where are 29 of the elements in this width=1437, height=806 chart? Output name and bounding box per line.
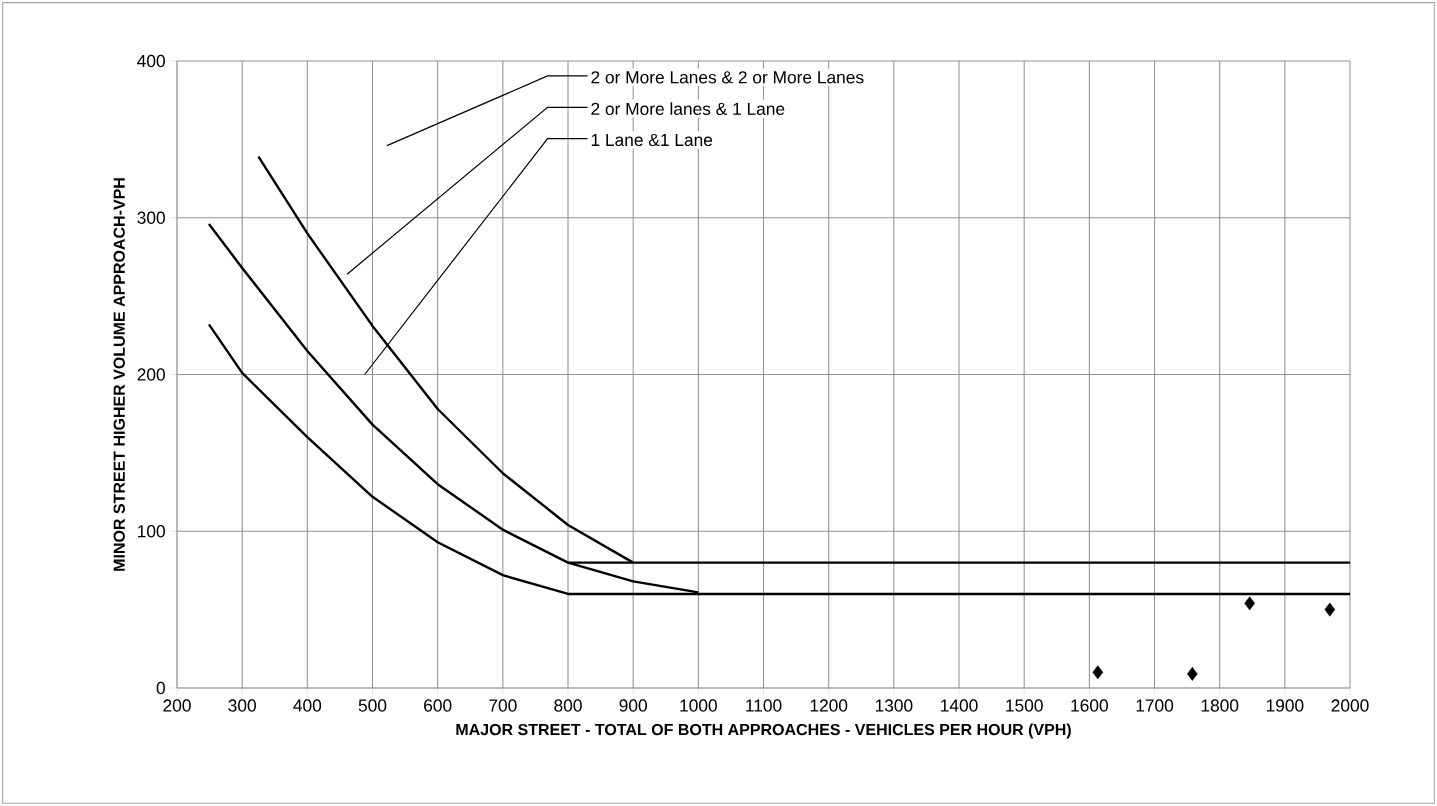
x-tick-label: 1000: [680, 699, 717, 712]
x-tick-label: 2000: [1331, 699, 1369, 712]
x-tick-label: 1800: [1201, 699, 1239, 712]
y-tick-label: 100: [138, 525, 165, 538]
x-tick-label: 300: [228, 699, 256, 712]
x-tick-label: 1500: [1006, 699, 1043, 712]
x-tick-label: 200: [163, 699, 191, 712]
x-tick-label: 800: [554, 699, 582, 712]
annotation: 2 or More Lanes & 2 or More Lanes: [591, 71, 864, 84]
x-tick-label: 1100: [746, 699, 782, 712]
y-tick-label: 300: [137, 211, 165, 224]
x-tick-label: 1200: [810, 699, 848, 712]
y-tick-label: 0: [156, 681, 165, 695]
x-tick-label: 1700: [1136, 699, 1174, 712]
y-axis-title: MINOR STREET HIGHER VOLUME APPROACH-VPH: [113, 178, 125, 571]
x-tick-label: 600: [424, 699, 452, 712]
y-tick-label: 200: [137, 368, 165, 381]
x-tick-label: 700: [489, 699, 517, 712]
x-tick-label: 1900: [1266, 699, 1304, 712]
x-tick-label: 1600: [1071, 699, 1108, 712]
x-tick-label: 900: [619, 699, 647, 712]
x-tick-label: 1400: [941, 699, 978, 712]
x-tick-label: 1300: [875, 699, 913, 712]
x-tick-label: 400: [293, 699, 322, 712]
x-axis-title: MAJOR STREET - TOTAL OF BOTH APPROACHES - VEHICLES PER HOUR (VPH): [456, 723, 1071, 739]
annotation: 1 Lane &1 Lane: [591, 133, 713, 147]
x-tick-label: 500: [358, 699, 387, 712]
annotation: 2 or More lanes & 1 Lane: [591, 102, 785, 116]
y-tick-label: 400: [137, 54, 165, 68]
